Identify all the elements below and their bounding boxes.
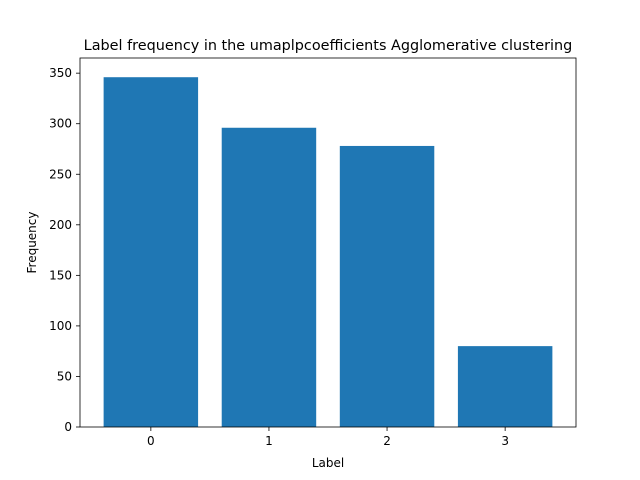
bars-group [103,77,553,427]
bar-0 [103,77,199,427]
chart-title: Label frequency in the umaplpcoefficient… [84,38,573,54]
y-tick-label: 300 [49,117,72,131]
plot-frame [79,57,577,428]
y-ticks-group: 0 50 100 150 200 250 300 350 [49,66,80,434]
x-ticks-group: 0 1 2 3 [147,427,509,448]
y-tick-label: 150 [49,268,72,282]
y-tick-label: 200 [49,218,72,232]
y-tick-label: 100 [49,319,72,333]
bar-1 [221,127,317,427]
y-axis-label: Frequency [25,212,39,274]
x-axis-label: Label [312,456,344,470]
y-tick-label: 350 [49,66,72,80]
bar-2 [339,145,435,427]
x-tick-label: 3 [501,434,509,448]
y-tick-label: 0 [64,420,72,434]
x-tick-label: 1 [265,434,273,448]
y-tick-label: 250 [49,167,72,181]
x-tick-label: 2 [383,434,391,448]
bar-3 [457,346,553,427]
x-tick-label: 0 [147,434,155,448]
y-tick-label: 50 [57,369,72,383]
